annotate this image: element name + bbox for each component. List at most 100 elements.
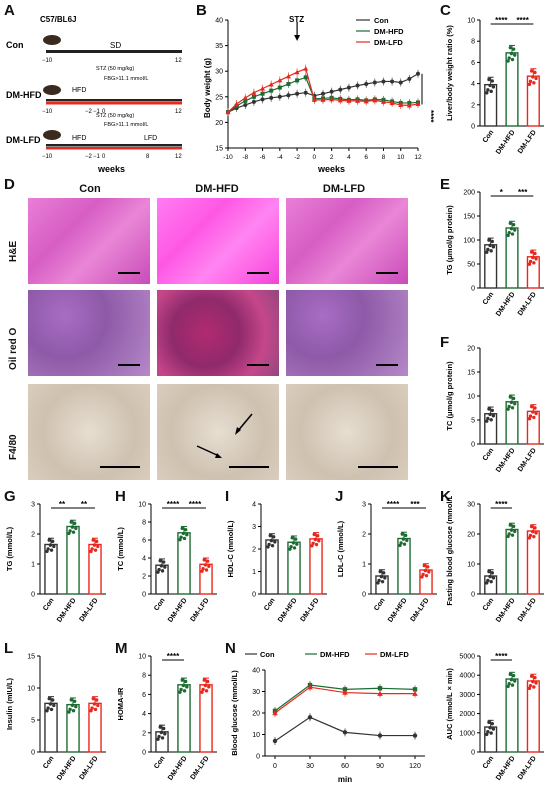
data-point xyxy=(508,221,513,225)
y-tick-label: 8 xyxy=(142,520,146,527)
data-point xyxy=(487,569,491,574)
y-tick-label: 2 xyxy=(252,547,256,554)
panel-label-i: I xyxy=(225,488,230,505)
sig-label: **** xyxy=(516,16,529,25)
data-point xyxy=(508,45,513,50)
data-point xyxy=(74,704,78,709)
data-point xyxy=(272,738,278,744)
data-point xyxy=(180,678,184,682)
data-point xyxy=(508,672,513,677)
bar xyxy=(505,52,519,127)
data-point xyxy=(421,572,425,577)
data-point xyxy=(401,537,406,541)
legend-label: DM-HFD xyxy=(374,27,404,36)
data-point xyxy=(292,546,297,550)
x-tick-label: Con xyxy=(373,597,387,612)
bar xyxy=(177,684,191,753)
panel-b-chart: Body weight (g) weeks STZ **** Con DM-HFD… xyxy=(203,15,435,174)
data-point xyxy=(160,736,165,740)
y-tick-label: 1 xyxy=(362,562,366,569)
data-point xyxy=(90,706,94,710)
sig-label: * xyxy=(500,188,504,197)
data-point xyxy=(96,703,100,708)
data-point xyxy=(489,579,493,584)
hfd-diet-bar xyxy=(46,102,182,105)
data-point xyxy=(509,528,514,532)
data-point xyxy=(314,542,319,547)
histo-row-f480: F4/80 xyxy=(8,434,19,460)
bar xyxy=(505,678,519,753)
data-point xyxy=(277,94,282,99)
data-point xyxy=(92,543,97,547)
x-tick-label: 8 xyxy=(382,154,386,161)
sig-label: **** xyxy=(495,652,508,661)
x-tick-label: -4 xyxy=(277,154,283,161)
data-point xyxy=(508,395,513,399)
data-point xyxy=(508,523,513,527)
data-point xyxy=(161,560,166,564)
data-point xyxy=(378,569,382,574)
data-point xyxy=(311,541,315,545)
data-point xyxy=(510,406,515,410)
sig-label: ** xyxy=(59,500,66,509)
data-point xyxy=(511,673,516,678)
data-point xyxy=(201,567,205,571)
data-point xyxy=(47,538,51,542)
data-point xyxy=(49,548,54,552)
data-point xyxy=(93,707,98,712)
bar xyxy=(526,680,540,753)
data-point xyxy=(251,90,257,95)
y-axis-label: TC (μmol/g protein) xyxy=(445,361,454,431)
lfd-tick: −10 xyxy=(42,154,53,160)
x-tick-label: Con xyxy=(482,291,496,306)
y-tick-label: 20 xyxy=(467,532,475,539)
data-point xyxy=(260,91,265,96)
y-axis-label: Insulin (mIU/L) xyxy=(5,677,14,730)
data-point xyxy=(268,82,274,87)
y-tick-label: 1000 xyxy=(459,730,475,737)
y-tick-label: 2 xyxy=(31,532,35,539)
data-point xyxy=(251,99,256,104)
panel-g-chart: 0 1 2 3 TG (mmol/L) Con DM-HFD DM-LFD ** ** xyxy=(5,500,106,624)
y-tick-label: 25 xyxy=(215,94,223,101)
data-point xyxy=(532,685,536,689)
panel-label-j: J xyxy=(335,488,344,505)
data-point xyxy=(507,532,511,536)
y-tick-label: 0 xyxy=(471,750,475,757)
histo-oil-hfd xyxy=(157,290,279,376)
data-point xyxy=(533,675,537,680)
data-point xyxy=(513,228,517,232)
data-point xyxy=(320,97,326,102)
data-point xyxy=(329,96,335,102)
data-point xyxy=(372,97,378,103)
data-point xyxy=(242,95,248,100)
data-point xyxy=(415,101,421,106)
histo-f480-lfd xyxy=(286,384,408,480)
data-point xyxy=(485,250,489,254)
panel-e-chart: 0 50 100 150 200 TG (μmol/g protein) Con DM-HFD… xyxy=(445,188,544,318)
data-point xyxy=(533,406,537,410)
x-tick-label: Con xyxy=(482,129,496,144)
data-point xyxy=(49,707,54,712)
data-point xyxy=(364,82,369,86)
panel-label-f: F xyxy=(440,334,450,351)
histo-col-lfd: DM-LFD xyxy=(322,183,366,195)
data-point xyxy=(70,703,75,708)
data-point xyxy=(509,400,514,405)
panel-l-chart: 0 5 10 15 Insulin (mIU/L) Con DM-HFD DM-LFD xyxy=(5,654,106,782)
data-point xyxy=(513,402,517,406)
data-point xyxy=(271,535,276,539)
schema-row-hfd: DM-HFD xyxy=(6,90,42,100)
panel-label-h: H xyxy=(115,488,126,505)
stz-arrowhead xyxy=(294,35,301,41)
data-point xyxy=(161,726,166,731)
hfd-diet-label: HFD xyxy=(72,87,86,94)
x-tick-label: DM-LFD xyxy=(190,597,211,623)
data-point xyxy=(47,696,51,701)
data-point xyxy=(338,87,343,92)
x-tick-label: 2 xyxy=(330,154,334,161)
y-tick-label: 15 xyxy=(467,370,475,377)
data-point xyxy=(91,696,95,701)
data-point xyxy=(486,730,490,734)
